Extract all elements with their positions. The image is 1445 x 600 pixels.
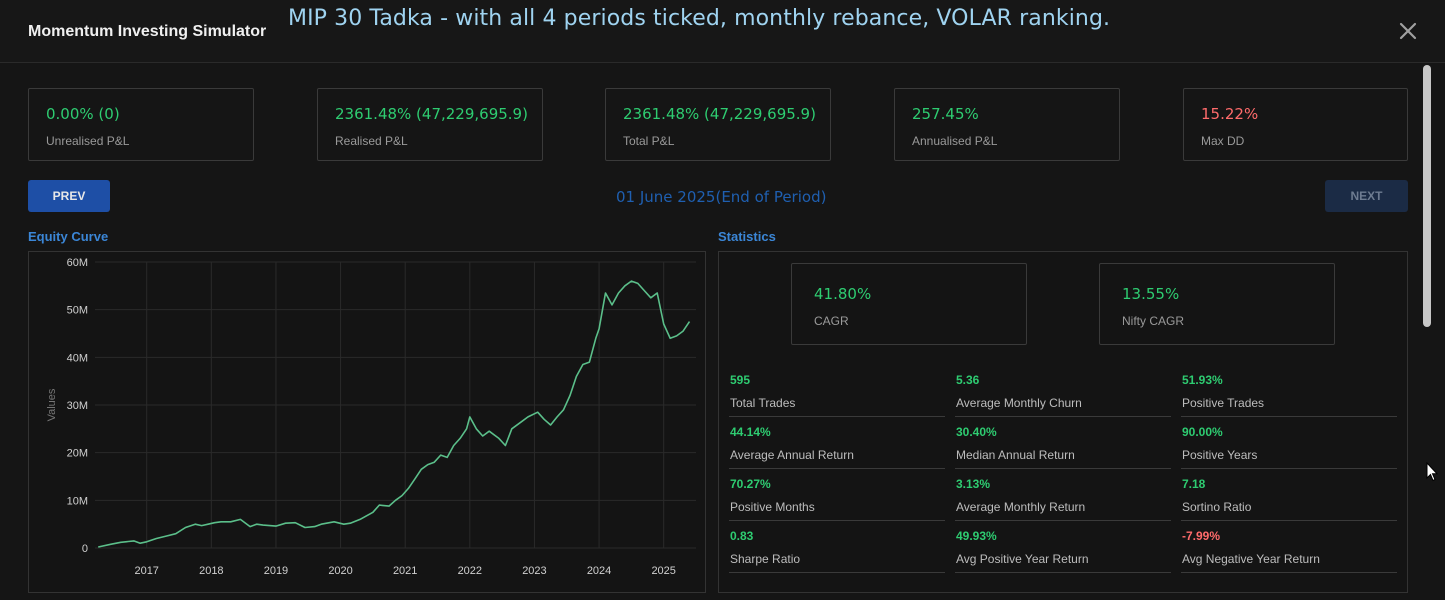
app-title: Momentum Investing Simulator xyxy=(28,23,267,40)
stat-label: Average Monthly Churn xyxy=(956,396,1082,410)
stat-average-monthly-return: 3.13% Average Monthly Return xyxy=(955,477,1171,521)
stat-label: Sortino Ratio xyxy=(1182,500,1252,514)
stat-sortino-ratio: 7.18 Sortino Ratio xyxy=(1181,477,1397,521)
stat-median-annual-return: 30.40% Median Annual Return xyxy=(955,425,1171,469)
kpi-label: Realised P&L xyxy=(335,134,408,148)
y-tick-label: 0 xyxy=(82,543,88,555)
close-icon[interactable] xyxy=(1396,18,1420,44)
x-tick-label: 2017 xyxy=(134,565,158,577)
x-tick-label: 2025 xyxy=(651,565,675,577)
statistics-title: Statistics xyxy=(718,229,776,244)
kpi-value: 2361.48% (47,229,695.9) xyxy=(623,105,816,123)
prev-button[interactable]: PREV xyxy=(28,180,110,212)
y-tick-label: 50M xyxy=(67,305,88,317)
kpi-value: 0.00% (0) xyxy=(46,105,120,123)
x-tick-label: 2021 xyxy=(393,565,417,577)
cagr-label: CAGR xyxy=(814,314,849,328)
nifty-cagr-card: 13.55% Nifty CAGR xyxy=(1099,263,1335,345)
modal-header: Momentum Investing Simulator MIP 30 Tadk… xyxy=(0,0,1445,63)
stat-value: 595 xyxy=(730,373,751,387)
y-tick-label: 30M xyxy=(67,400,88,412)
stat-value: 70.27% xyxy=(730,477,771,491)
y-tick-label: 10M xyxy=(67,495,88,507)
y-axis-title: Values xyxy=(46,388,58,421)
y-tick-label: 40M xyxy=(67,352,88,364)
stat-avg-positive-year-return: 49.93% Avg Positive Year Return xyxy=(955,529,1171,573)
equity-series-line xyxy=(98,280,691,548)
equity-chart-svg: 0 10M 20M 30M 40M 50M 60M 2017 2018 2019 2020 2021 2… xyxy=(46,257,696,577)
period-label: 01 June 2025(End of Period) xyxy=(616,188,827,206)
nifty-cagr-value: 13.55% xyxy=(1122,285,1180,303)
kpi-label: Total P&L xyxy=(623,134,675,148)
kpi-total-pnl: 2361.48% (47,229,695.9) Total P&L xyxy=(605,88,831,161)
stat-label: Avg Positive Year Return xyxy=(956,552,1089,566)
mouse-pointer-icon xyxy=(1426,462,1438,482)
vertical-scrollbar[interactable] xyxy=(1421,63,1433,600)
y-tick-label: 20M xyxy=(67,448,88,460)
x-tick-label: 2023 xyxy=(522,565,546,577)
equity-curve-chart: 0 10M 20M 30M 40M 50M 60M 2017 2018 2019 2020 2021 2… xyxy=(28,251,706,593)
nifty-cagr-label: Nifty CAGR xyxy=(1122,314,1185,328)
close-button[interactable] xyxy=(1396,18,1420,44)
overlay-annotation-title: MIP 30 Tadka - with all 4 periods ticked… xyxy=(288,6,1111,31)
x-tick-label: 2019 xyxy=(264,565,288,577)
stat-value: 7.18 xyxy=(1182,477,1206,491)
x-tick-label: 2022 xyxy=(458,565,482,577)
stat-label: Sharpe Ratio xyxy=(730,552,801,566)
next-button[interactable]: NEXT xyxy=(1325,180,1408,212)
cagr-card: 41.80% CAGR xyxy=(791,263,1027,345)
kpi-max-dd: 15.22% Max DD xyxy=(1183,88,1408,161)
kpi-label: Annualised P&L xyxy=(912,134,998,148)
stat-label: Average Monthly Return xyxy=(956,500,1086,514)
stat-label: Total Trades xyxy=(730,396,796,410)
x-tick-label: 2020 xyxy=(328,565,352,577)
statistics-panel: 41.80% CAGR 13.55% Nifty CAGR 595 Total … xyxy=(718,251,1408,593)
stat-avg-negative-year-return: -7.99% Avg Negative Year Return xyxy=(1181,529,1397,573)
stat-value: 0.83 xyxy=(730,529,754,543)
x-tick-label: 2018 xyxy=(199,565,223,577)
stat-value: 44.14% xyxy=(730,425,771,439)
kpi-value: 2361.48% (47,229,695.9) xyxy=(335,105,528,123)
stat-value: 3.13% xyxy=(956,477,991,491)
stat-average-annual-return: 44.14% Average Annual Return xyxy=(729,425,945,469)
stat-positive-years: 90.00% Positive Years xyxy=(1181,425,1397,469)
stat-label: Median Annual Return xyxy=(956,448,1075,462)
kpi-annualised-pnl: 257.45% Annualised P&L xyxy=(894,88,1120,161)
stat-label: Positive Trades xyxy=(1182,396,1265,410)
stat-value: 49.93% xyxy=(956,529,997,543)
stat-average-monthly-churn: 5.36 Average Monthly Churn xyxy=(955,373,1171,417)
cagr-value: 41.80% xyxy=(814,285,872,303)
scrollbar-thumb[interactable] xyxy=(1423,65,1431,327)
stat-value: 5.36 xyxy=(956,373,980,387)
stat-positive-trades: 51.93% Positive Trades xyxy=(1181,373,1397,417)
stat-sharpe-ratio: 0.83 Sharpe Ratio xyxy=(729,529,945,573)
kpi-realised-pnl: 2361.48% (47,229,695.9) Realised P&L xyxy=(317,88,543,161)
stat-label: Positive Years xyxy=(1182,448,1258,462)
kpi-label: Max DD xyxy=(1201,134,1245,148)
y-tick-label: 60M xyxy=(67,257,88,269)
stat-value: -7.99% xyxy=(1182,529,1221,543)
kpi-unrealised-pnl: 0.00% (0) Unrealised P&L xyxy=(28,88,254,161)
kpi-label: Unrealised P&L xyxy=(46,134,130,148)
kpi-value: 15.22% xyxy=(1201,105,1259,123)
stat-value: 30.40% xyxy=(956,425,997,439)
stat-total-trades: 595 Total Trades xyxy=(729,373,945,417)
stat-label: Positive Months xyxy=(730,500,815,514)
kpi-value: 257.45% xyxy=(912,105,979,123)
equity-curve-title: Equity Curve xyxy=(28,229,109,244)
x-tick-label: 2024 xyxy=(587,565,611,577)
stat-value: 90.00% xyxy=(1182,425,1223,439)
stat-label: Average Annual Return xyxy=(730,448,854,462)
stat-value: 51.93% xyxy=(1182,373,1223,387)
stat-label: Avg Negative Year Return xyxy=(1182,552,1320,566)
stat-positive-months: 70.27% Positive Months xyxy=(729,477,945,521)
